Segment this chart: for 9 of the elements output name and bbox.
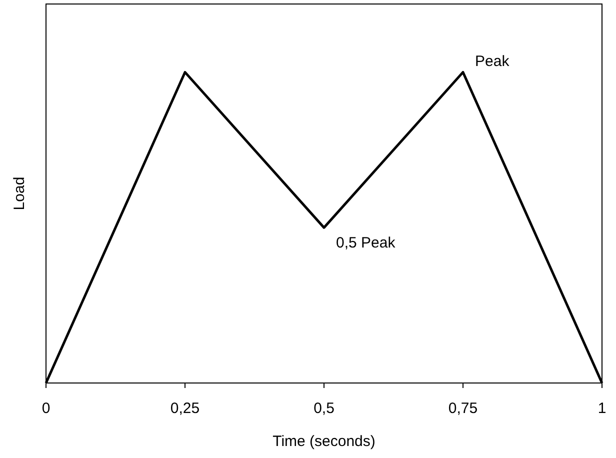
x-tick-label: 1 [598,400,606,417]
x-tick-label: 0,75 [448,400,478,417]
x-tick-label: 0,5 [314,400,334,417]
x-tick-label: 0 [42,400,50,417]
annotation: 0,5 Peak [336,234,396,252]
x-axis-title: Time (seconds) [272,433,376,450]
x-tick-label: 0,25 [170,400,200,417]
annotation: Peak [475,53,510,70]
y-axis-title: Load [11,176,28,210]
